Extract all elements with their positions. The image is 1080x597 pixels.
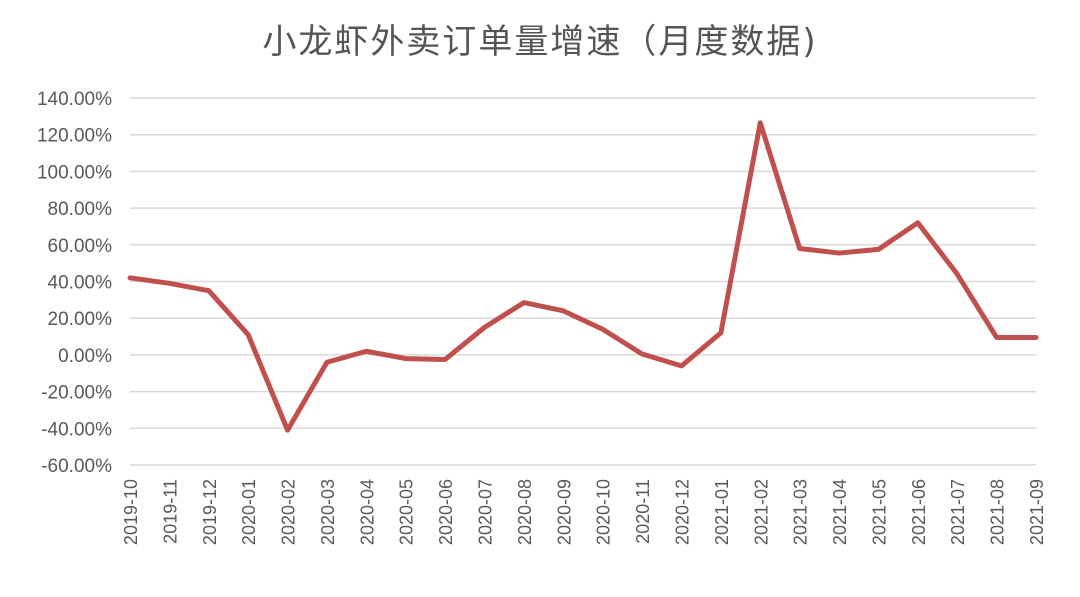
y-tick-label: -20.00% <box>41 383 112 404</box>
y-tick-label: 100.00% <box>37 162 112 183</box>
x-tick-label: 2021-04 <box>830 479 850 545</box>
y-tick-label: 120.00% <box>37 126 112 147</box>
gridlines <box>130 98 1036 465</box>
chart-title: 小龙虾外卖订单量增速（月度数据) <box>0 14 1080 63</box>
y-tick-label: 80.00% <box>48 199 113 220</box>
x-tick-label: 2020-03 <box>318 479 338 545</box>
x-tick-label: 2020-09 <box>554 479 574 545</box>
y-tick-label: -60.00% <box>41 456 112 477</box>
y-tick-label: -40.00% <box>41 419 112 440</box>
x-tick-label: 2020-05 <box>397 479 417 545</box>
x-tick-label: 2020-01 <box>239 479 259 545</box>
y-axis: 140.00% 120.00% 100.00% 80.00% 60.00% 40.00% 2… <box>37 89 112 477</box>
x-tick-label: 2019-12 <box>200 479 220 545</box>
x-tick-label: 2020-12 <box>672 479 692 545</box>
y-tick-label: 60.00% <box>48 236 113 257</box>
x-tick-label: 2021-05 <box>869 479 889 545</box>
x-tick-label: 2019-11 <box>160 479 180 544</box>
x-tick-label: 2019-10 <box>121 479 141 545</box>
x-tick-label: 2020-07 <box>476 479 496 545</box>
x-tick-label: 2020-10 <box>594 479 614 545</box>
x-tick-label: 2021-06 <box>909 479 929 545</box>
x-tick-label: 2020-08 <box>515 479 535 545</box>
x-tick-label: 2021-01 <box>712 479 732 545</box>
x-tick-label: 2021-02 <box>751 479 771 545</box>
y-tick-label: 40.00% <box>48 273 113 294</box>
x-tick-label: 2020-02 <box>279 479 299 545</box>
x-tick-label: 2020-11 <box>633 479 653 544</box>
y-tick-label: 0.00% <box>58 346 112 367</box>
x-tick-label: 2020-04 <box>357 479 377 545</box>
y-tick-label: 20.00% <box>48 309 113 330</box>
x-tick-label: 2020-06 <box>436 479 456 545</box>
series <box>130 123 1036 431</box>
y-tick-label: 140.00% <box>37 89 112 110</box>
x-tick-label: 2021-08 <box>988 479 1008 545</box>
x-tick-label: 2021-09 <box>1027 479 1047 545</box>
x-tick-label: 2021-07 <box>948 479 968 545</box>
series-line <box>130 123 1036 430</box>
x-axis: 2019-10 2019-11 2019-12 2020-01 2020-02 2020-… <box>121 479 1047 545</box>
x-tick-label: 2021-03 <box>791 479 811 545</box>
